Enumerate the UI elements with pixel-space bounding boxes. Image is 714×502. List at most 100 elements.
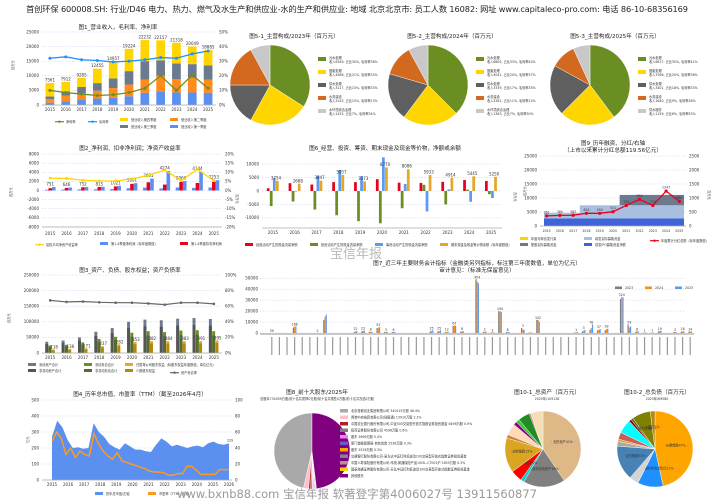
line-point xyxy=(96,59,99,62)
y-tick-label: -6000 xyxy=(27,215,39,220)
chart-title: 图2_净利润、扣非净利润；净资产收益率 xyxy=(79,144,181,152)
y2-tick-label: 20% xyxy=(225,335,234,340)
bar-deducted-profit xyxy=(163,185,167,191)
legend-label: 国泰海通证券股份有限公司-天弘中证红利低波动100交易型开放式指数证券投资基金 xyxy=(351,467,471,472)
bar-营业收入第三季度 xyxy=(125,71,134,84)
bar-noncurrent xyxy=(127,328,130,353)
y2-tick-label: 0 xyxy=(689,223,692,228)
x-category-label xyxy=(355,337,356,355)
y2-tick-label: 1500 xyxy=(689,181,700,186)
y-tick-label: 0 xyxy=(36,102,39,107)
x-tick-label: 2021 xyxy=(143,231,154,236)
y-tick-label: 100000 xyxy=(24,319,40,324)
bar-value-label: 8770 xyxy=(380,162,391,167)
legend-label: 2025 xyxy=(685,286,693,290)
bar-net-profit xyxy=(134,183,138,190)
bar-deducted-profit xyxy=(147,182,151,190)
x-tick-label: 2020 xyxy=(127,231,138,236)
x-category-label xyxy=(332,337,333,355)
bar-经营活动产生的现金流量净额 xyxy=(332,182,335,191)
chart-title: 图10-2_总负债（百万元） xyxy=(624,388,690,396)
bar-q-net-profit xyxy=(45,190,49,191)
legend-swatch xyxy=(440,243,448,246)
x-category-label xyxy=(446,337,447,355)
x-category-label xyxy=(614,337,615,355)
line-point xyxy=(98,301,101,304)
x-tick-label: 2016 xyxy=(556,229,564,233)
y-axis-label: 亿元 xyxy=(25,436,30,443)
line-point xyxy=(64,91,67,94)
bar-value-label: 2 xyxy=(316,329,318,333)
x-tick-label: 2019 xyxy=(596,229,604,233)
line-point xyxy=(191,74,194,77)
bar-2023 xyxy=(323,320,324,333)
y-tick-label: 0 xyxy=(534,223,537,228)
bar-2025 xyxy=(394,332,395,333)
legend-label: 厦门金融管理局-自有资金 2538万股 0.3% xyxy=(351,441,412,446)
bar-投资活动产生的现金流量净额 xyxy=(423,185,426,191)
bar-筹资活动产生的现金流量净额 xyxy=(426,191,429,211)
line-point xyxy=(65,301,68,304)
x-category-label xyxy=(385,337,386,355)
y-tick-label: 6000 xyxy=(29,160,40,165)
bar-noncurrent xyxy=(209,326,212,353)
bar-2024 xyxy=(477,281,478,333)
bar-2024 xyxy=(636,331,637,333)
y-tick-label: -10000 xyxy=(245,215,260,220)
legend-label: 年度可转债发行量 xyxy=(531,236,557,241)
chart-subtitle: 2025年/109128 xyxy=(535,396,560,401)
legend-swatch xyxy=(638,70,646,74)
bar-2025 xyxy=(592,324,593,333)
bar-2025 xyxy=(387,332,388,333)
bar-2023 xyxy=(354,332,355,333)
y-tick-label: 0 xyxy=(255,330,258,335)
bar-2023 xyxy=(605,330,606,333)
bar-2024 xyxy=(507,332,508,333)
bar-2025 xyxy=(440,330,441,333)
x-tick-label: 2016 xyxy=(61,107,72,112)
bar-deducted-profit xyxy=(179,182,183,191)
y-tick-label: 100 xyxy=(31,461,39,466)
bar-2023 xyxy=(392,332,393,333)
line-point xyxy=(598,212,601,215)
bar-noncurrent xyxy=(52,350,55,353)
bar-经营活动产生的现金流量净额 xyxy=(398,183,401,191)
y-tick-label: 250000 xyxy=(24,272,40,277)
y2-tick-label: 10% xyxy=(219,88,228,93)
x-tick-label: 2025 xyxy=(209,355,220,360)
bar-noncurrent xyxy=(134,344,137,353)
bar-2023 xyxy=(620,299,621,333)
bar-2025 xyxy=(295,327,296,333)
bar-value-label: 237 xyxy=(99,341,107,346)
x-tick-label: 2016 xyxy=(290,230,301,235)
bar-投资活动产生的现金流量净额 xyxy=(357,191,360,221)
legend-label: 股东 2526万股 0.3% xyxy=(351,447,382,452)
line-point xyxy=(82,179,85,182)
line-point xyxy=(625,204,628,207)
bar-筹资活动产生的现金流量净额 xyxy=(404,184,407,191)
y2-tick-label: 2500 xyxy=(689,153,700,158)
area-首发IPO募集资金净额 xyxy=(593,218,607,226)
legend-label: 营业收入第三季度 xyxy=(131,124,157,129)
y-tick-label: 500 xyxy=(31,397,39,402)
y2-tick-label: 2000 xyxy=(689,167,700,172)
legend-swatch xyxy=(340,474,348,478)
bar-2024 xyxy=(537,320,538,333)
x-tick-label: 2025 xyxy=(209,231,220,236)
line-point xyxy=(163,169,166,172)
x-tick-label: 2019 xyxy=(108,107,119,112)
y-tick-label: 0 xyxy=(256,188,259,193)
bar-2023 xyxy=(460,332,461,333)
x-tick-label: 2019 xyxy=(111,231,122,236)
legend-swatch xyxy=(340,429,348,433)
bar-2023 xyxy=(597,330,598,333)
bar-2025 xyxy=(584,330,585,333)
y-tick-label: 8000 xyxy=(29,151,40,156)
y2-tick-label: 5% xyxy=(225,179,232,184)
y2-tick-label: 60 xyxy=(235,429,241,434)
legend-label: 营业收入第四季度 xyxy=(131,117,157,122)
line-point xyxy=(49,177,52,180)
bar-value-label: 3 xyxy=(522,324,524,328)
legend-label: 非流动资产合计 xyxy=(39,368,62,373)
bar-value-label: 1 xyxy=(575,328,577,332)
